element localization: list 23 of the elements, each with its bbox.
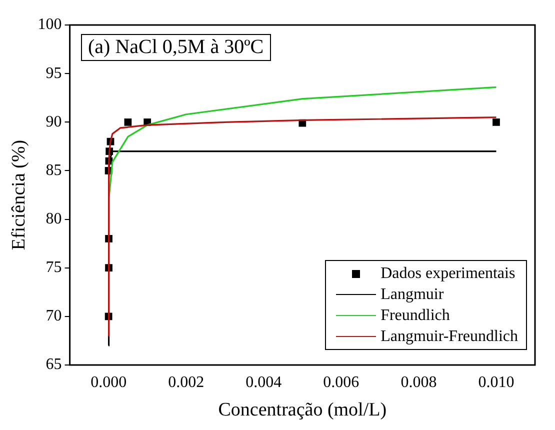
- x-tick-label: 0.004: [246, 374, 282, 391]
- x-tick-label: 0.010: [478, 374, 514, 391]
- x-axis-title: Concentração (mol/L): [218, 400, 387, 421]
- y-tick-label: 70: [46, 308, 62, 325]
- x-tick-label: 0.000: [90, 374, 127, 391]
- y-tick-label: 80: [46, 210, 62, 228]
- point: [124, 118, 132, 126]
- point: [492, 118, 500, 126]
- y-axis-title: Eficiência (%): [8, 140, 30, 250]
- x-tick-label: 0.006: [323, 374, 360, 391]
- legend-label: Freundlich: [380, 306, 450, 326]
- x-tick-label: 0.002: [168, 374, 204, 391]
- y-tick-label: 90: [46, 113, 62, 130]
- legend-label: Dados experimentais: [380, 264, 516, 284]
- annotation: (a) NaCl 0,5M à 30ºC: [81, 34, 271, 61]
- legend-label: Langmuir-Freundlich: [380, 327, 518, 347]
- y-tick-label: 100: [38, 16, 62, 34]
- y-tick-label: 65: [46, 356, 62, 374]
- legend-label: Langmuir: [380, 285, 444, 305]
- y-tick-label: 85: [46, 162, 62, 179]
- y-tick-label: 75: [46, 259, 62, 276]
- y-tick-label: 95: [46, 64, 62, 82]
- x-tick-label: 0.008: [400, 374, 437, 391]
